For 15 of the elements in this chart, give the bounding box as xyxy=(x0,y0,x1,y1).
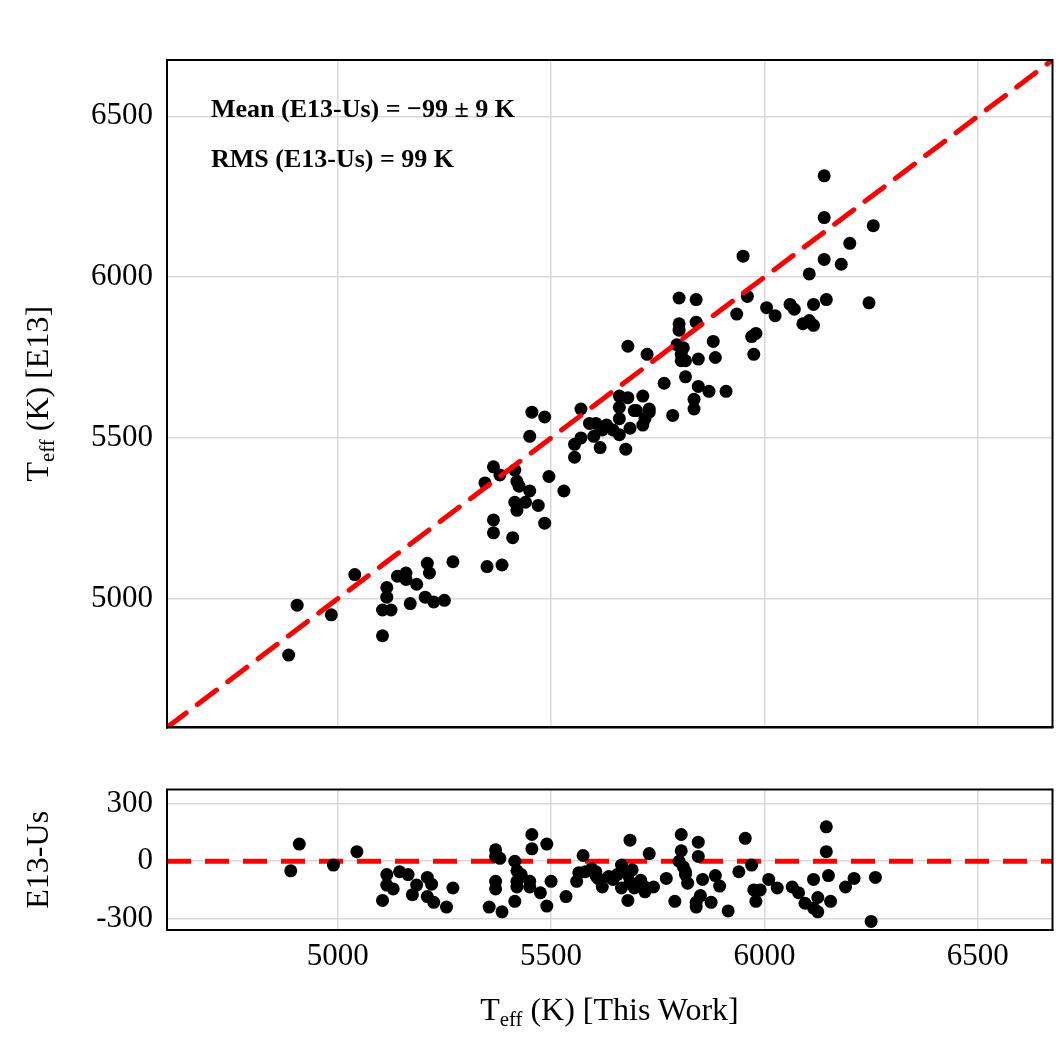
y-tick-label: 5500 xyxy=(91,418,153,454)
y-tick-label: 6000 xyxy=(91,257,153,293)
x-tick-label: 5000 xyxy=(306,936,369,972)
y-tick-label: 300 xyxy=(106,784,153,820)
y-tick-label: 5000 xyxy=(91,578,153,614)
y-axis-title: E13-Us xyxy=(19,810,56,909)
x-tick-label: 6000 xyxy=(733,936,796,972)
x-tick-label: 6500 xyxy=(946,936,1009,972)
annotation: Mean (E13-Us) = −99 ± 9 K xyxy=(211,93,516,123)
y-axis-title: Teff (K) [E13] xyxy=(19,305,59,482)
x-tick-label: 5500 xyxy=(520,936,583,972)
annotation: RMS (E13-Us) = 99 K xyxy=(211,143,455,173)
y-tick-label: -300 xyxy=(96,898,153,934)
y-tick-label: 6500 xyxy=(91,96,153,132)
y-tick-label: 0 xyxy=(137,841,153,877)
